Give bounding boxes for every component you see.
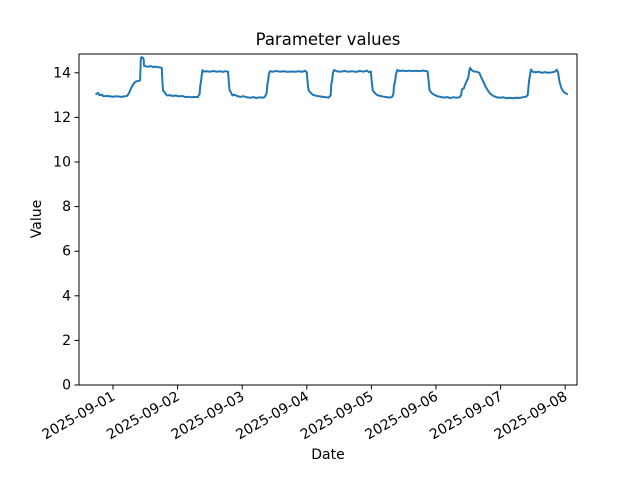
y-tick-label: 8 <box>62 199 71 215</box>
y-tick-label: 12 <box>53 110 71 126</box>
y-tick-label: 0 <box>62 378 71 394</box>
y-tick-label: 2 <box>62 333 71 349</box>
y-tick-label: 10 <box>53 154 71 170</box>
x-tick-label: 2025-09-03 <box>169 389 247 444</box>
x-tick-label: 2025-09-07 <box>427 389 505 444</box>
series-line <box>95 56 569 100</box>
y-tick-label: 4 <box>62 288 71 304</box>
y-tick-label: 14 <box>53 65 71 81</box>
y-tick-label: 6 <box>62 244 71 260</box>
y-axis-label: Value <box>29 199 45 239</box>
x-tick-label: 2025-09-02 <box>104 389 182 444</box>
x-tick-label: 2025-09-05 <box>298 389 376 444</box>
x-axis-label: Date <box>311 447 345 463</box>
x-tick-label: 2025-09-01 <box>40 389 118 444</box>
x-tick-label: 2025-09-08 <box>492 389 570 444</box>
plot-area-spines <box>78 53 578 386</box>
chart-title: Parameter values <box>255 30 401 49</box>
